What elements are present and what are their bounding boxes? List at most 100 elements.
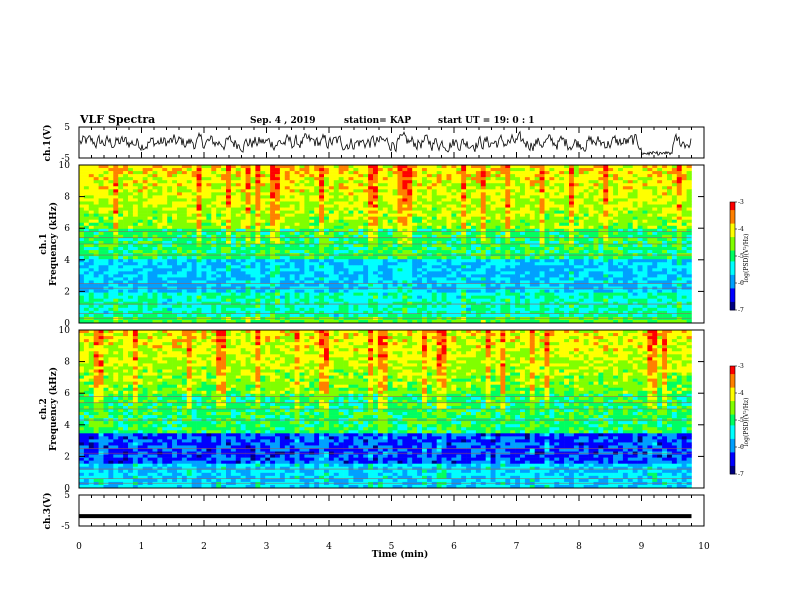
- spectrogram-cell: [186, 313, 192, 318]
- spectrogram-cell: [88, 283, 94, 287]
- spectrogram-cell: [328, 207, 335, 211]
- spectrogram-cell: [260, 186, 266, 190]
- spectrogram-cell: [79, 283, 85, 287]
- spectrogram-cell: [451, 265, 457, 269]
- spectrogram-cell: [392, 298, 398, 303]
- spectrogram-cell: [93, 250, 99, 254]
- spectrogram-cell: [417, 268, 423, 272]
- spectrogram-cell: [279, 171, 286, 175]
- spectrogram-cell: [353, 271, 359, 275]
- spectrogram-cell: [314, 231, 320, 236]
- spectrogram-cell: [480, 292, 486, 296]
- spectrogram-cell: [299, 259, 305, 263]
- spectrogram-cell: [510, 231, 516, 236]
- spectrogram-cell: [363, 265, 369, 269]
- spectrogram-cell: [196, 292, 202, 296]
- spectrogram-cell: [324, 250, 330, 254]
- spectrogram-cell: [191, 174, 197, 178]
- spectrogram-cell: [485, 265, 491, 269]
- spectrogram-cell: [431, 168, 437, 172]
- spectrogram-cell: [338, 277, 344, 281]
- spectrogram-cell: [108, 180, 114, 184]
- spectrogram-cell: [436, 247, 442, 251]
- spectrogram-cell: [417, 292, 423, 296]
- spectrogram-cell: [211, 198, 217, 202]
- spectrogram-cell: [353, 183, 359, 187]
- spectrogram-cell: [422, 186, 428, 190]
- spectrogram-cell: [162, 295, 168, 299]
- spectrogram-cell: [475, 219, 482, 224]
- spectrogram-cell: [422, 234, 428, 239]
- spectrogram-cell: [93, 265, 99, 269]
- spectrogram-cell: [500, 244, 506, 248]
- spectrogram-cell: [250, 177, 256, 181]
- spectrogram-cell: [417, 213, 423, 217]
- spectrogram-cell: [206, 192, 212, 196]
- spectrogram-cell: [167, 219, 173, 224]
- spectrogram-cell: [216, 195, 222, 199]
- spectrogram-cell: [363, 228, 369, 233]
- spectrogram-cell: [211, 319, 217, 324]
- spectrogram-cell: [279, 268, 286, 272]
- spectrogram-cell: [490, 237, 496, 242]
- spectrogram-cell: [368, 313, 374, 318]
- spectrogram-cell: [123, 247, 129, 251]
- spectrogram-cell: [88, 222, 94, 227]
- spectrogram-cell: [235, 183, 241, 187]
- spectrogram-cell: [299, 304, 305, 309]
- spectrogram-cell: [93, 237, 99, 242]
- spectrogram-cell: [299, 319, 305, 324]
- spectrogram-cell: [520, 259, 526, 263]
- spectrogram-cell: [333, 216, 339, 220]
- spectrogram-cell: [240, 177, 246, 181]
- spectrogram-cell: [255, 183, 261, 187]
- spectrogram-cell: [235, 259, 241, 263]
- spectrogram-cell: [201, 195, 207, 199]
- spectrogram-cell: [524, 165, 531, 169]
- spectrogram-cell: [108, 186, 114, 190]
- spectrogram-cell: [113, 274, 119, 278]
- spectrogram-cell: [417, 271, 423, 275]
- spectrogram-cell: [294, 280, 300, 284]
- spectrogram-cell: [206, 277, 212, 281]
- spectrogram-cell: [407, 237, 413, 242]
- spectrogram-cell: [520, 210, 526, 214]
- spectrogram-cell: [206, 204, 212, 208]
- spectrogram-cell: [417, 283, 423, 287]
- spectrogram-cell: [309, 237, 315, 242]
- spectrogram-cell: [260, 304, 266, 309]
- spectrogram-cell: [495, 262, 501, 266]
- spectrogram-cell: [137, 268, 143, 272]
- spectrogram-cell: [265, 198, 271, 202]
- spectrogram-cell: [333, 295, 339, 299]
- spectrogram-cell: [211, 307, 217, 312]
- spectrogram-cell: [103, 192, 109, 196]
- spectrogram-cell: [196, 310, 202, 315]
- spectrogram-cell: [172, 250, 178, 254]
- spectrogram-cell: [328, 216, 335, 220]
- spectrogram-cell: [123, 292, 129, 296]
- spectrogram-cell: [451, 301, 457, 306]
- spectrogram-cell: [426, 283, 433, 287]
- station-label: station= KAP: [344, 116, 411, 126]
- spectrogram-cell: [333, 301, 339, 306]
- spectrogram-cell: [211, 225, 217, 230]
- spectrogram-cell: [132, 171, 139, 175]
- spectrogram-cell: [529, 277, 535, 281]
- spectrogram-cell: [279, 195, 286, 199]
- spectrogram-cell: [333, 213, 339, 217]
- spectrogram-cell: [152, 234, 158, 239]
- spectrogram-cell: [250, 274, 256, 278]
- spectrogram-cell: [304, 295, 310, 299]
- spectrogram-cell: [314, 256, 320, 260]
- spectrogram-cell: [191, 250, 197, 254]
- spectrogram-cell: [373, 177, 379, 181]
- spectrogram-cell: [172, 219, 178, 224]
- spectrogram-cell: [270, 237, 276, 242]
- spectrogram-cell: [235, 165, 241, 169]
- spectrogram-cell: [118, 189, 124, 193]
- spectrogram-cell: [79, 319, 85, 324]
- spectrogram-cell: [128, 280, 134, 284]
- spectrogram-cell: [417, 301, 423, 306]
- spectrogram-cell: [83, 234, 90, 239]
